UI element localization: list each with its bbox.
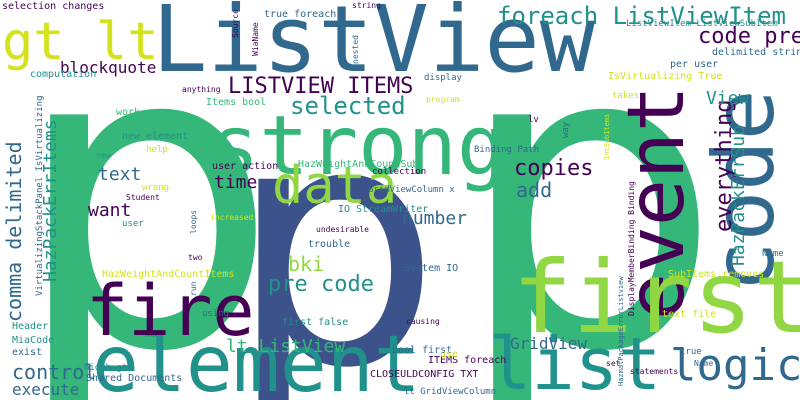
word-lv: lv [528,115,539,125]
word-shared-documents: Shared Documents [86,373,183,384]
word-first-false: first false [282,317,349,328]
word-first: first [512,239,800,356]
word-collection: collection [372,167,427,177]
word-time: time [214,172,258,193]
word-listview-items: LISTVIEW ITEMS [228,74,414,99]
word-p-center: p [228,52,441,400]
word-gt-lt: gt lt [2,12,159,72]
word-way: way [561,121,571,138]
word-bki: bki [288,252,325,276]
word-bool-first: bool first [392,345,453,356]
word-binding-path: Binding Path [474,145,540,155]
word-set: set [606,359,621,368]
word-wrong: wrong [142,183,170,193]
word-control: control [12,360,97,384]
word-items-foreach: ITEMS foreach [428,355,507,366]
word-selected: selected [290,92,406,120]
word-fire: fire [86,270,255,352]
word-delimited-string: delimited string [712,47,800,58]
word-list: list [488,322,662,400]
word-program: program [426,95,460,104]
word-name-2: Name [694,359,714,368]
word-true: true [680,347,702,357]
word-copies: copies [514,156,594,181]
word-text: text [98,164,142,185]
word-trouble: trouble [308,239,351,250]
word-hazpackerrsub: HazPackErrSub [728,125,749,266]
word-lt-listview: lt ListView [226,336,346,357]
word-virtualizingstackpanel-isvirtualizing: VirtualizingStackPanel IsVirtualizing [35,95,45,296]
word-listview: ListView [152,0,596,93]
word-pre-code: pre code [268,272,374,297]
word-hazweightandcountsub: HazWeightAndCountSub [298,159,419,170]
word-user: user [122,219,144,229]
word-execute: execute [12,380,80,399]
word-user-action: user action [212,161,279,172]
word-displaymemberbinding-binding: DisplayMemberBinding Binding [627,181,636,316]
word-system-io: System IO [404,263,459,274]
word-loops: loops [189,209,198,234]
word-work: work [116,107,141,118]
word-blockquote: blockquote [60,58,157,77]
word-student: Student [126,193,160,202]
word-gridview: GridView [510,334,588,353]
word-logic: logic [670,340,800,391]
word-selection-changes: selection changes [2,1,105,12]
word-help: help [146,145,168,155]
word-anything: anything [182,85,221,94]
word-io-streamwriter: IO StreamWriter [338,204,429,215]
word-miacode: MiaCode [12,335,55,346]
word-new-element: new element [122,131,189,142]
word-takes: takes [612,91,640,101]
word-subitems-removes: SubItems removes [668,269,765,280]
word-intsubitems: IntSubItems [603,113,611,160]
word-closeuldconfig-txt: CLOSEULDCONFIG TXT [370,369,479,380]
word-want: want [88,200,132,221]
word-two: two [188,253,203,262]
word-header: Header [12,321,49,332]
word-true-foreach: true foreach [264,9,337,20]
word-undesirable: undesirable [316,225,369,234]
word-data: data [272,156,398,216]
word-foreach-listviewitem: foreach ListViewItem [497,2,786,30]
word-strong: strong [210,99,507,194]
word-lt-gridviewcolumn: lt GridViewColumn [404,387,497,397]
word-use: use [440,349,459,360]
word-nested: nested [351,35,360,64]
word-display: display [424,73,462,83]
word-increased: increased [210,213,254,222]
word-text-file: text file [662,309,717,320]
word-hazweightandcountitems: HazWeightAndCountItems [102,269,235,280]
word-listviewitem-listviewsubitem: ListViewItem ListViewSubItem [626,19,778,29]
word-statements: statements [630,367,679,376]
word-add: add [516,178,553,202]
word-causing: causing [406,317,440,326]
word-computation: computation [30,69,97,80]
word-new: new [96,151,111,160]
word-exist: exist [12,347,43,358]
word-isvirtualizing-true: IsVirtualizing True [608,71,723,82]
word-hazmatpackageerrorlistview: HazmatPackageErrorListview [617,276,625,386]
word-using: using [202,309,230,319]
word-run: run [189,281,198,296]
word-per-user: per user [670,59,719,70]
word-p-large-left: p [12,0,279,400]
word-number: number [402,208,468,229]
word-width-gt: Width gt [84,363,128,373]
word-wianame: WiaName [251,22,260,56]
word-items-bool: Items bool [206,97,267,108]
word-gridviewcolumn-x: GridViewColumn x [368,185,455,195]
word-name: Name [762,249,784,259]
word-comma-delimited: comma delimited [2,141,26,322]
word-code-pre: code pre [698,24,800,49]
word-source: Source [231,9,240,38]
word-view: View [706,88,750,109]
word-element: element [92,320,421,400]
word-p-large-right: p [455,0,722,400]
word-string: string [352,1,381,10]
